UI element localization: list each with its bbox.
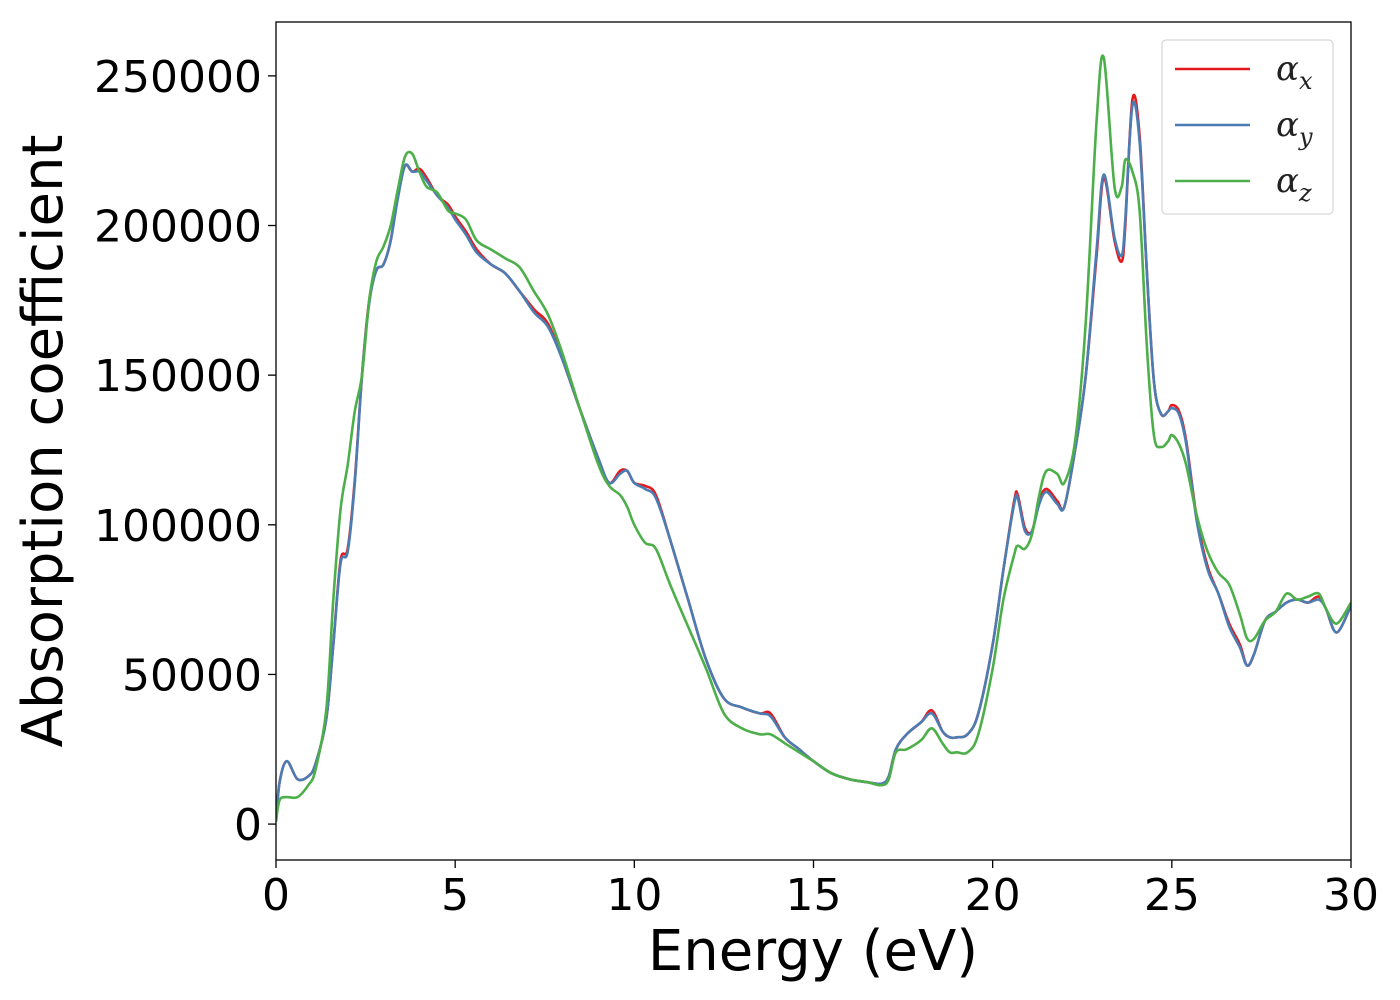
x-tick-label: 30 — [1323, 870, 1379, 921]
x-tick-label: 10 — [606, 870, 662, 921]
y-axis-title: Absorption coefficient — [11, 135, 76, 748]
y-tick-label: 200000 — [94, 202, 262, 253]
y-tick-label: 0 — [234, 800, 262, 851]
series-line-z — [276, 54, 1351, 822]
series-line-y — [276, 100, 1351, 822]
legend-label-y: αy — [1276, 105, 1313, 151]
x-axis: 0 5 10 15 20 25 30 — [262, 860, 1379, 921]
x-axis-title: Energy (eV) — [648, 919, 978, 984]
x-tick-label: 5 — [441, 870, 469, 921]
x-tick-label: 15 — [786, 870, 842, 921]
y-tick-label: 100000 — [94, 501, 262, 552]
y-tick-label: 50000 — [122, 650, 262, 701]
x-tick-label: 0 — [262, 870, 290, 921]
x-tick-label: 25 — [1144, 870, 1200, 921]
legend-label-z: αz — [1276, 161, 1312, 207]
x-tick-label: 20 — [965, 870, 1021, 921]
legend: αx αy αz — [1161, 39, 1334, 215]
y-tick-label: 250000 — [94, 52, 262, 103]
y-axis: 0 50000 100000 150000 200000 250000 — [94, 52, 276, 851]
legend-label-x: αx — [1276, 49, 1313, 95]
y-tick-label: 150000 — [94, 351, 262, 402]
series-layer — [276, 54, 1351, 822]
legend-frame — [1161, 39, 1334, 215]
